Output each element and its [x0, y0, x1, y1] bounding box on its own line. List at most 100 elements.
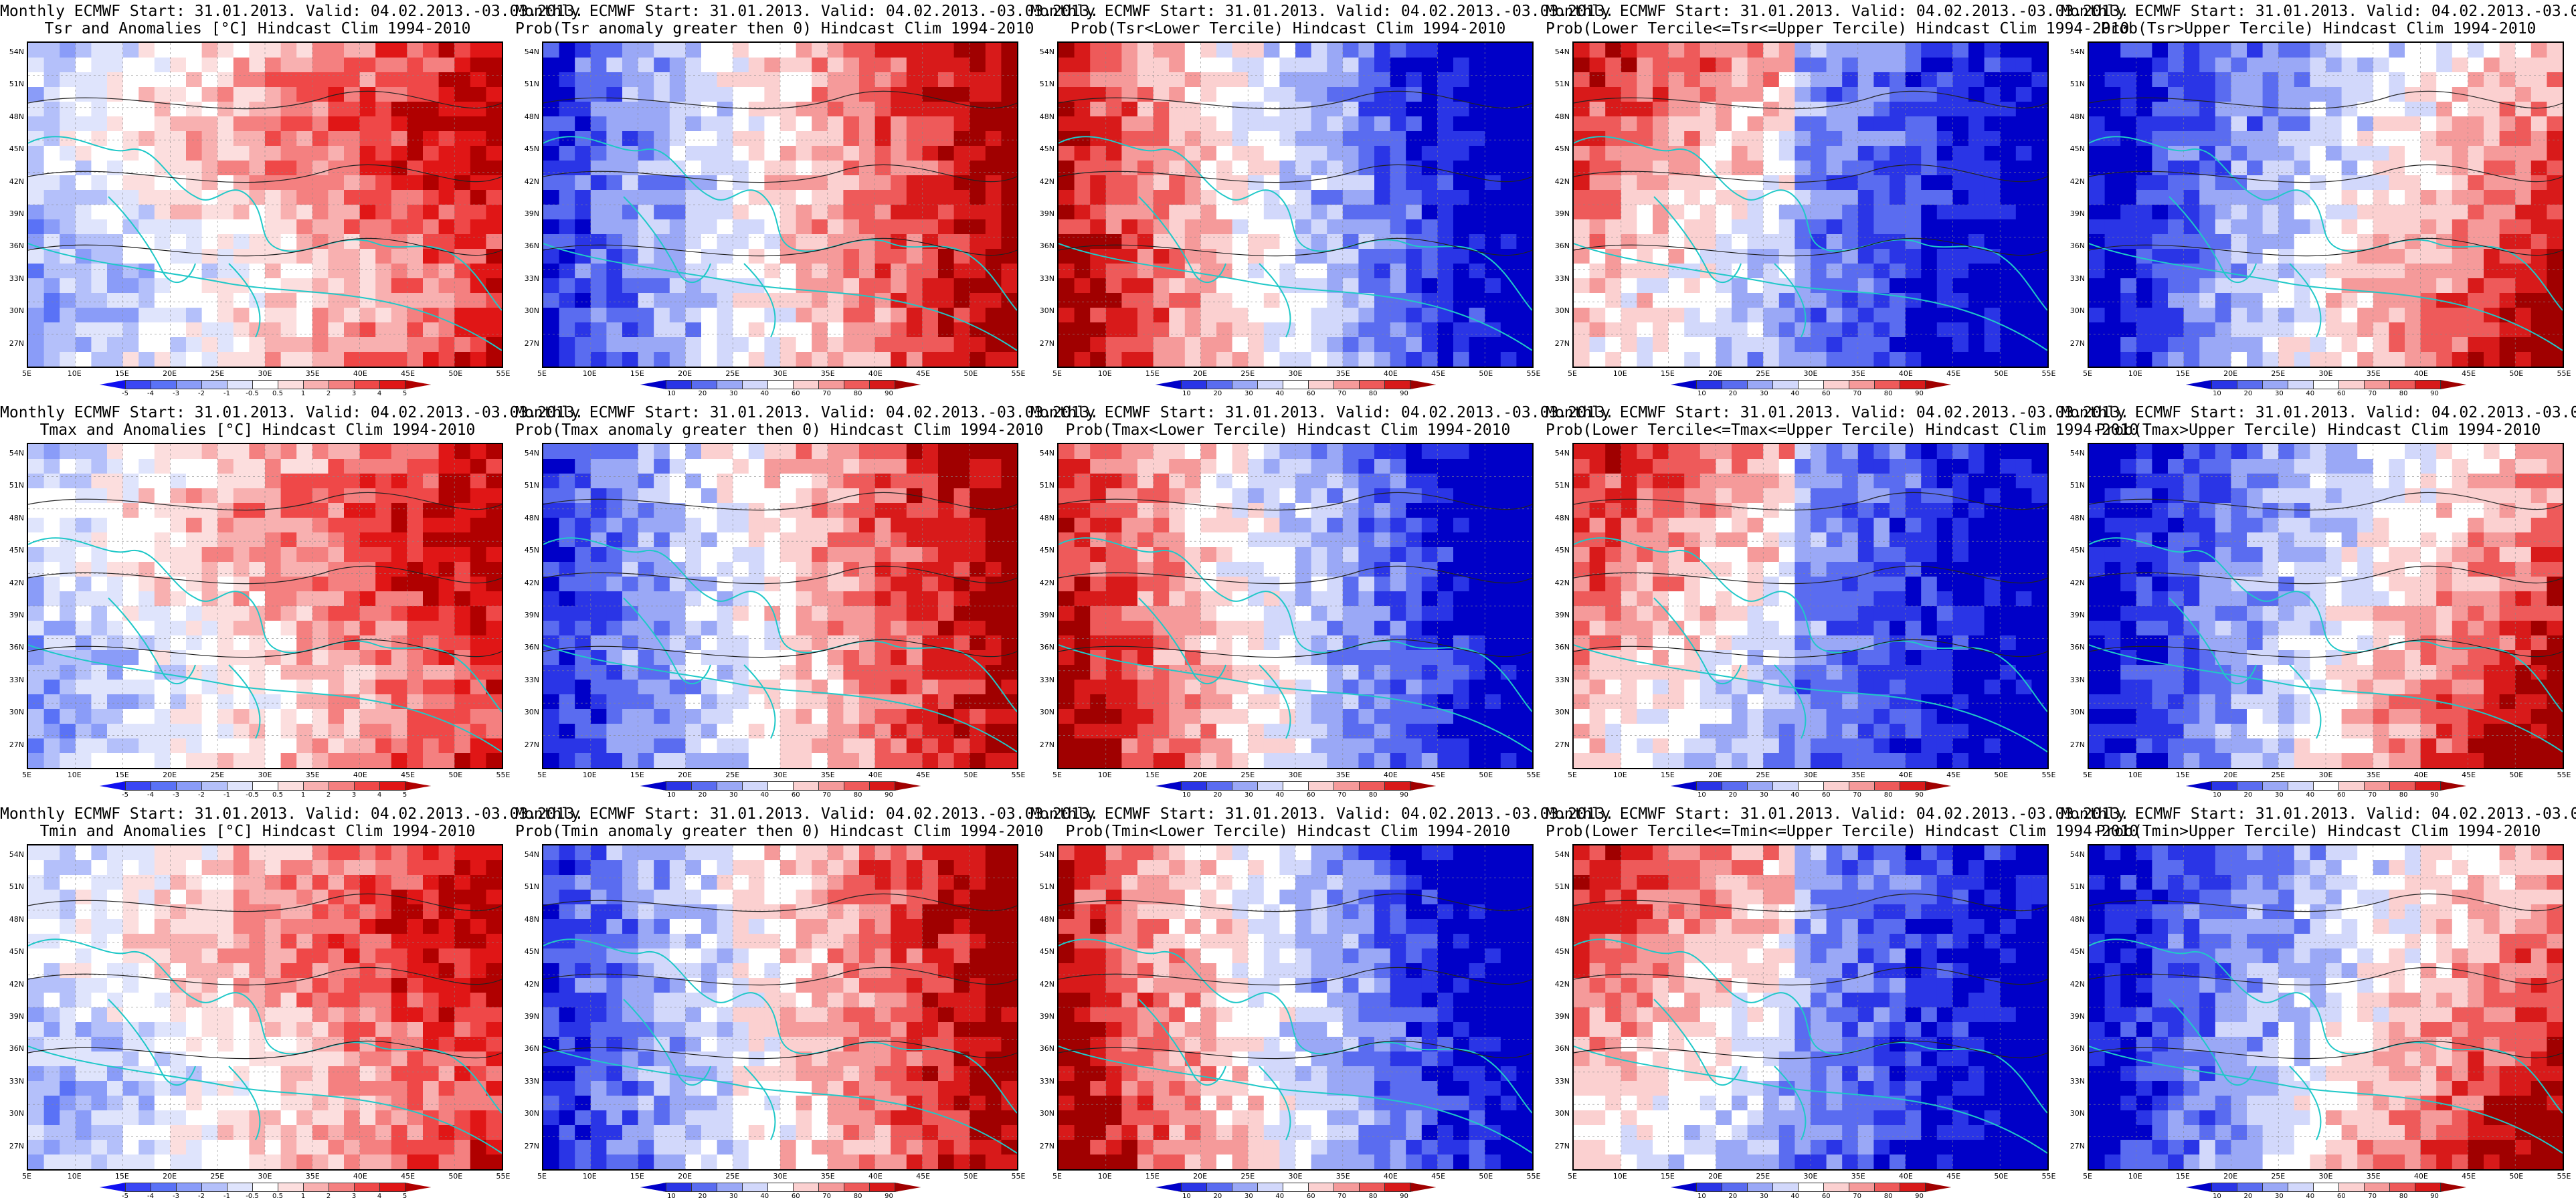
field-cell — [233, 337, 250, 353]
field-cell — [590, 72, 608, 88]
field-cell — [107, 337, 124, 353]
field-cell — [638, 308, 655, 323]
field-cell — [796, 322, 813, 338]
field-cell — [985, 562, 1002, 577]
field-cell — [2183, 87, 2201, 102]
field-cell — [1059, 337, 1075, 353]
field-cell — [170, 161, 187, 176]
field-cell — [486, 352, 502, 367]
field-cell — [391, 72, 408, 88]
field-cell — [1137, 205, 1154, 220]
field-cell — [1406, 131, 1422, 146]
field-cell — [1890, 337, 1906, 353]
field-cell — [249, 205, 266, 220]
field-cell — [1263, 352, 1281, 367]
field-cell — [812, 635, 828, 651]
field-cell — [559, 591, 576, 607]
field-cell — [28, 753, 45, 768]
field-cell — [669, 352, 686, 367]
field-cell — [265, 146, 282, 161]
lon-tick-label: 5E — [22, 771, 31, 779]
field-cell — [122, 621, 140, 636]
field-cell — [2015, 278, 2033, 294]
field-cell — [1921, 205, 1938, 220]
field-cell — [1248, 72, 1265, 88]
field-cell — [2420, 264, 2437, 279]
field-cell — [170, 102, 187, 117]
field-cell — [717, 459, 734, 474]
field-cell — [2136, 234, 2153, 249]
field-cell — [1248, 175, 1265, 191]
field-cell — [543, 724, 560, 739]
field-cell — [985, 161, 1002, 176]
field-cell — [1121, 308, 1138, 323]
field-cell — [891, 337, 907, 353]
field-cell — [638, 249, 655, 264]
field-cell — [186, 234, 203, 249]
field-cell — [201, 621, 219, 636]
field-cell — [1668, 43, 1685, 58]
field-cell — [1421, 190, 1439, 205]
field-cell — [2499, 161, 2516, 176]
field-cell — [91, 665, 108, 680]
field-cell — [1169, 337, 1186, 353]
field-cell — [486, 621, 502, 636]
field-cell — [1232, 322, 1249, 338]
field-cell — [985, 503, 1002, 518]
lat-tick-label: 51N — [524, 80, 539, 89]
field-cell — [1059, 72, 1075, 88]
field-cell — [2326, 116, 2342, 132]
field-cell — [2247, 131, 2264, 146]
field-cell — [812, 680, 828, 695]
field-cell — [1811, 43, 1827, 58]
field-cell — [1857, 161, 1875, 176]
field-cell — [1811, 131, 1827, 146]
field-cell — [1873, 72, 1890, 88]
field-cell — [344, 753, 361, 768]
field-cell — [1406, 249, 1422, 264]
field-cell — [122, 58, 140, 73]
colorbar-label: 4 — [377, 791, 382, 799]
field-cell — [543, 264, 560, 279]
field-cell — [590, 577, 608, 592]
field-cell — [296, 635, 313, 651]
field-cell — [1374, 278, 1391, 294]
field-cell — [1621, 116, 1638, 132]
field-cell — [938, 308, 955, 323]
field-cell — [1763, 116, 1780, 132]
field-cell — [1716, 116, 1732, 132]
field-cell — [1968, 146, 1985, 161]
field-cell — [391, 753, 408, 768]
field-cell — [906, 337, 923, 353]
field-cell — [2199, 352, 2216, 367]
field-cell — [2326, 190, 2342, 205]
field-cell — [938, 43, 955, 58]
field-cell — [344, 738, 361, 754]
field-cell — [622, 562, 639, 577]
field-cell — [2278, 308, 2295, 323]
field-cell — [669, 621, 686, 636]
field-cell — [201, 293, 219, 308]
field-cell — [2531, 161, 2548, 176]
field-cell — [543, 606, 560, 621]
field-cell — [1001, 591, 1017, 607]
field-cell — [922, 72, 939, 88]
field-cell — [139, 205, 155, 220]
field-cell — [938, 102, 955, 117]
field-cell — [1090, 352, 1107, 367]
field-cell — [1074, 146, 1091, 161]
field-cell — [1153, 131, 1170, 146]
field-cell — [454, 337, 471, 353]
field-cell — [1857, 322, 1875, 338]
field-cell — [2484, 190, 2500, 205]
field-cell — [701, 175, 718, 191]
field-cell — [2436, 175, 2453, 191]
field-cell — [654, 709, 670, 724]
field-cell — [280, 444, 298, 460]
field-cell — [891, 190, 907, 205]
field-cell — [654, 562, 670, 577]
field-cell — [575, 444, 591, 460]
field-cell — [2152, 205, 2169, 220]
field-cell — [328, 190, 345, 205]
field-cell — [2436, 116, 2453, 132]
